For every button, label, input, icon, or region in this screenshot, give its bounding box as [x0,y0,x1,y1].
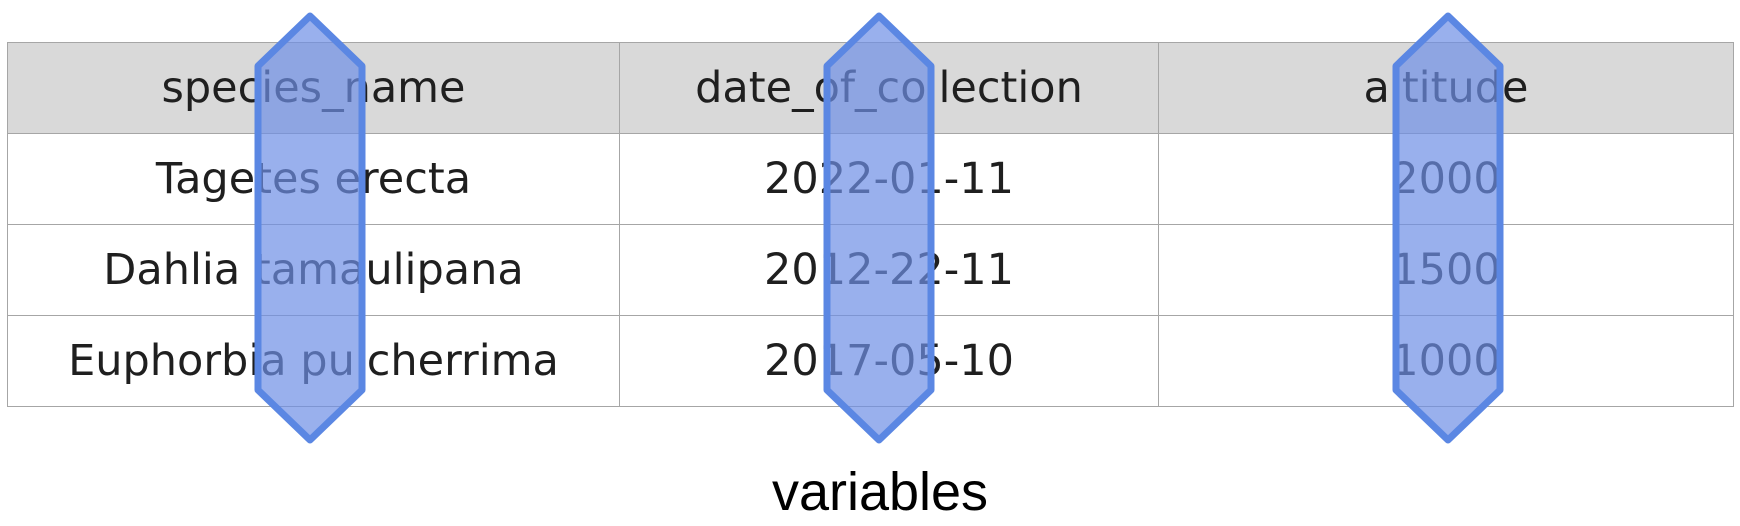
caption-label: variables [771,462,989,522]
variable-arrow-altitude [1392,12,1504,444]
variable-arrow-species-name [254,12,366,444]
variable-arrow-date-of-collection [823,12,935,444]
